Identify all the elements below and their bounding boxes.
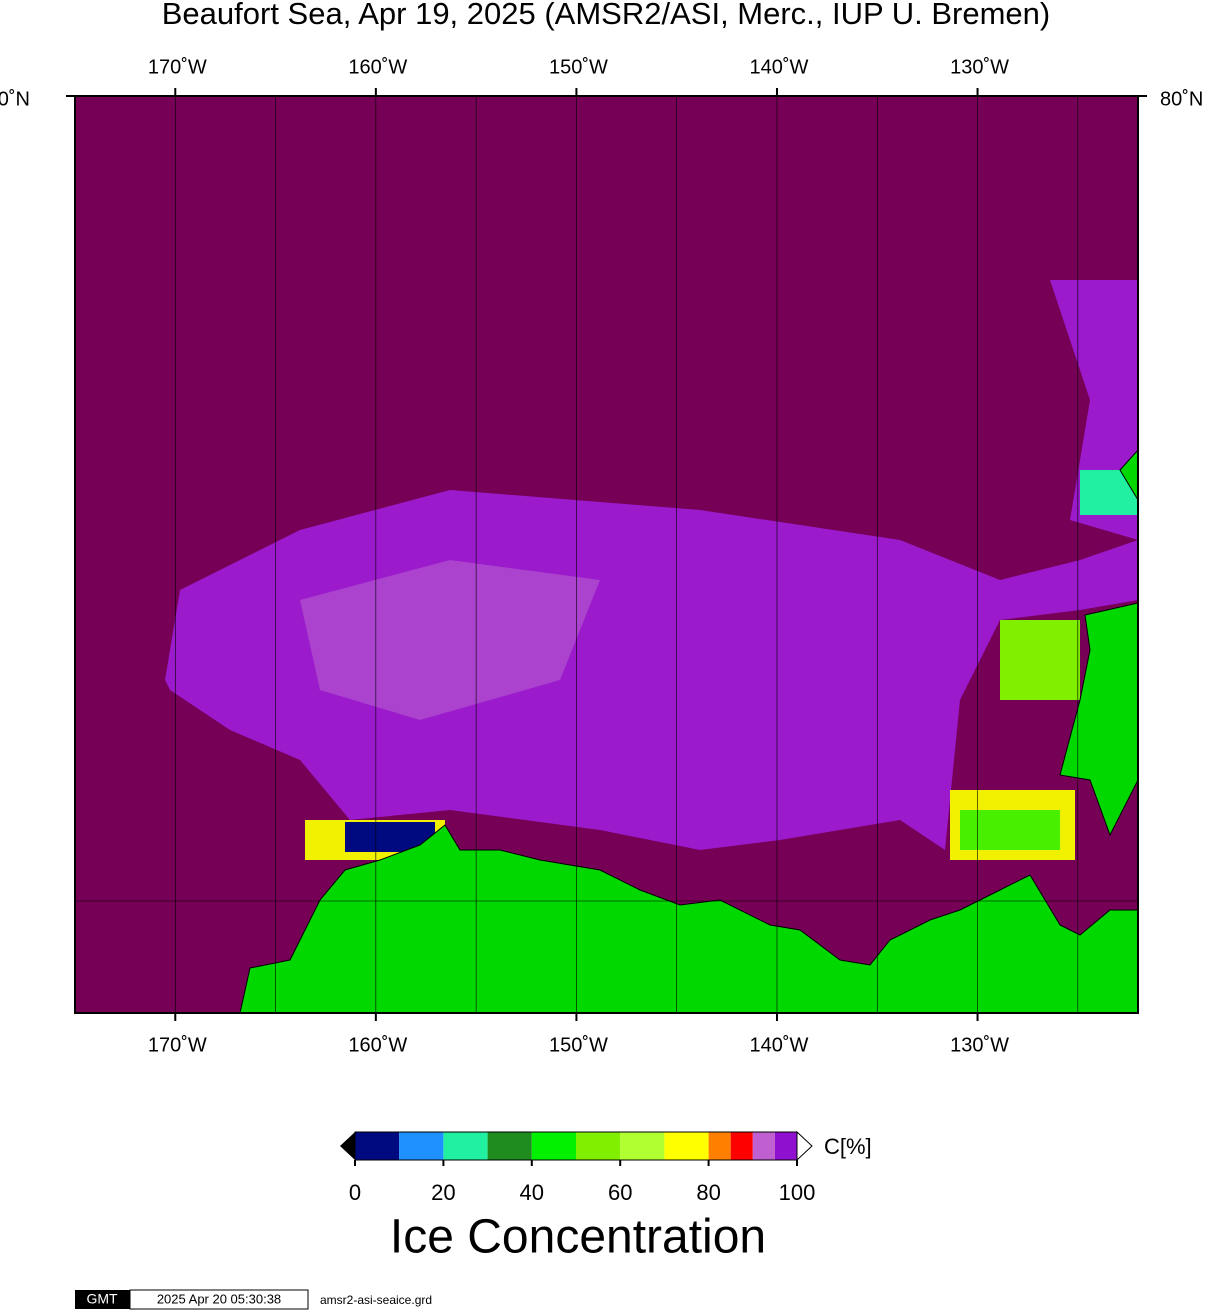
lon-label: 140˚W <box>750 56 809 78</box>
timestamp: 2025 Apr 20 05:30:38 <box>157 1291 281 1306</box>
colorbar-segment <box>576 1132 621 1160</box>
lat-label: 80˚N <box>0 88 30 110</box>
footer: GMT 2025 Apr 20 05:30:38 amsr2-asi-seaic… <box>75 1289 432 1310</box>
lon-label: 140˚W <box>750 1034 809 1056</box>
lon-label: 130˚W <box>950 1034 1009 1056</box>
colorbar-unit: C[%] <box>824 1134 872 1159</box>
colorbar-frame <box>354 1131 798 1161</box>
colorbar-segment <box>774 1132 797 1160</box>
lon-label: 150˚W <box>549 1034 608 1056</box>
map: 80˚N 80˚N <box>0 88 1203 1014</box>
colorbar-segment <box>531 1132 576 1160</box>
ice-edge <box>1000 620 1080 700</box>
lon-label: 170˚W <box>148 1034 207 1056</box>
colorbar-tick-label: 0 <box>349 1180 361 1205</box>
colorbar-segment <box>487 1132 532 1160</box>
colorbar: C[%] Ice Concentration 0 20 40 60 80 100 <box>340 1130 872 1264</box>
colorbar-tick-label: 60 <box>608 1180 632 1205</box>
ice-patch <box>300 560 600 720</box>
lon-label: 160˚W <box>348 1034 407 1056</box>
colorbar-segment <box>355 1132 400 1160</box>
colorbar-tick-label: 80 <box>696 1180 720 1205</box>
colorbar-tick-label: 100 <box>779 1180 816 1205</box>
lat-label: 80˚N <box>1160 88 1203 110</box>
lon-label: 160˚W <box>348 56 407 78</box>
colorbar-tick-label: 40 <box>520 1180 544 1205</box>
land <box>239 824 1139 1014</box>
lon-label: 130˚W <box>950 56 1009 78</box>
colorbar-label: Ice Concentration <box>390 1211 766 1264</box>
map-frame <box>74 95 1139 1014</box>
colorbar-segment <box>730 1132 753 1160</box>
colorbar-segment <box>752 1132 775 1160</box>
colorbar-segment <box>708 1132 731 1160</box>
colorbar-segment <box>620 1132 665 1160</box>
timestamp-box <box>129 1289 309 1310</box>
colorbar-segment <box>399 1132 444 1160</box>
file-name: amsr2-asi-seaice.grd <box>320 1293 432 1307</box>
lon-label: 150˚W <box>549 56 608 78</box>
title: Beaufort Sea, Apr 19, 2025 (AMSR2/ASI, M… <box>162 0 1050 31</box>
colorbar-under <box>340 1132 355 1160</box>
colorbar-segment <box>664 1132 709 1160</box>
colorbar-tick-label: 20 <box>431 1180 455 1205</box>
logo-box <box>75 1290 130 1309</box>
lon-label: 170˚W <box>148 56 207 78</box>
ice-edge <box>960 810 1060 850</box>
colorbar-segment <box>443 1132 488 1160</box>
logo: GMT <box>86 1291 118 1307</box>
colorbar-over <box>796 1130 813 1162</box>
